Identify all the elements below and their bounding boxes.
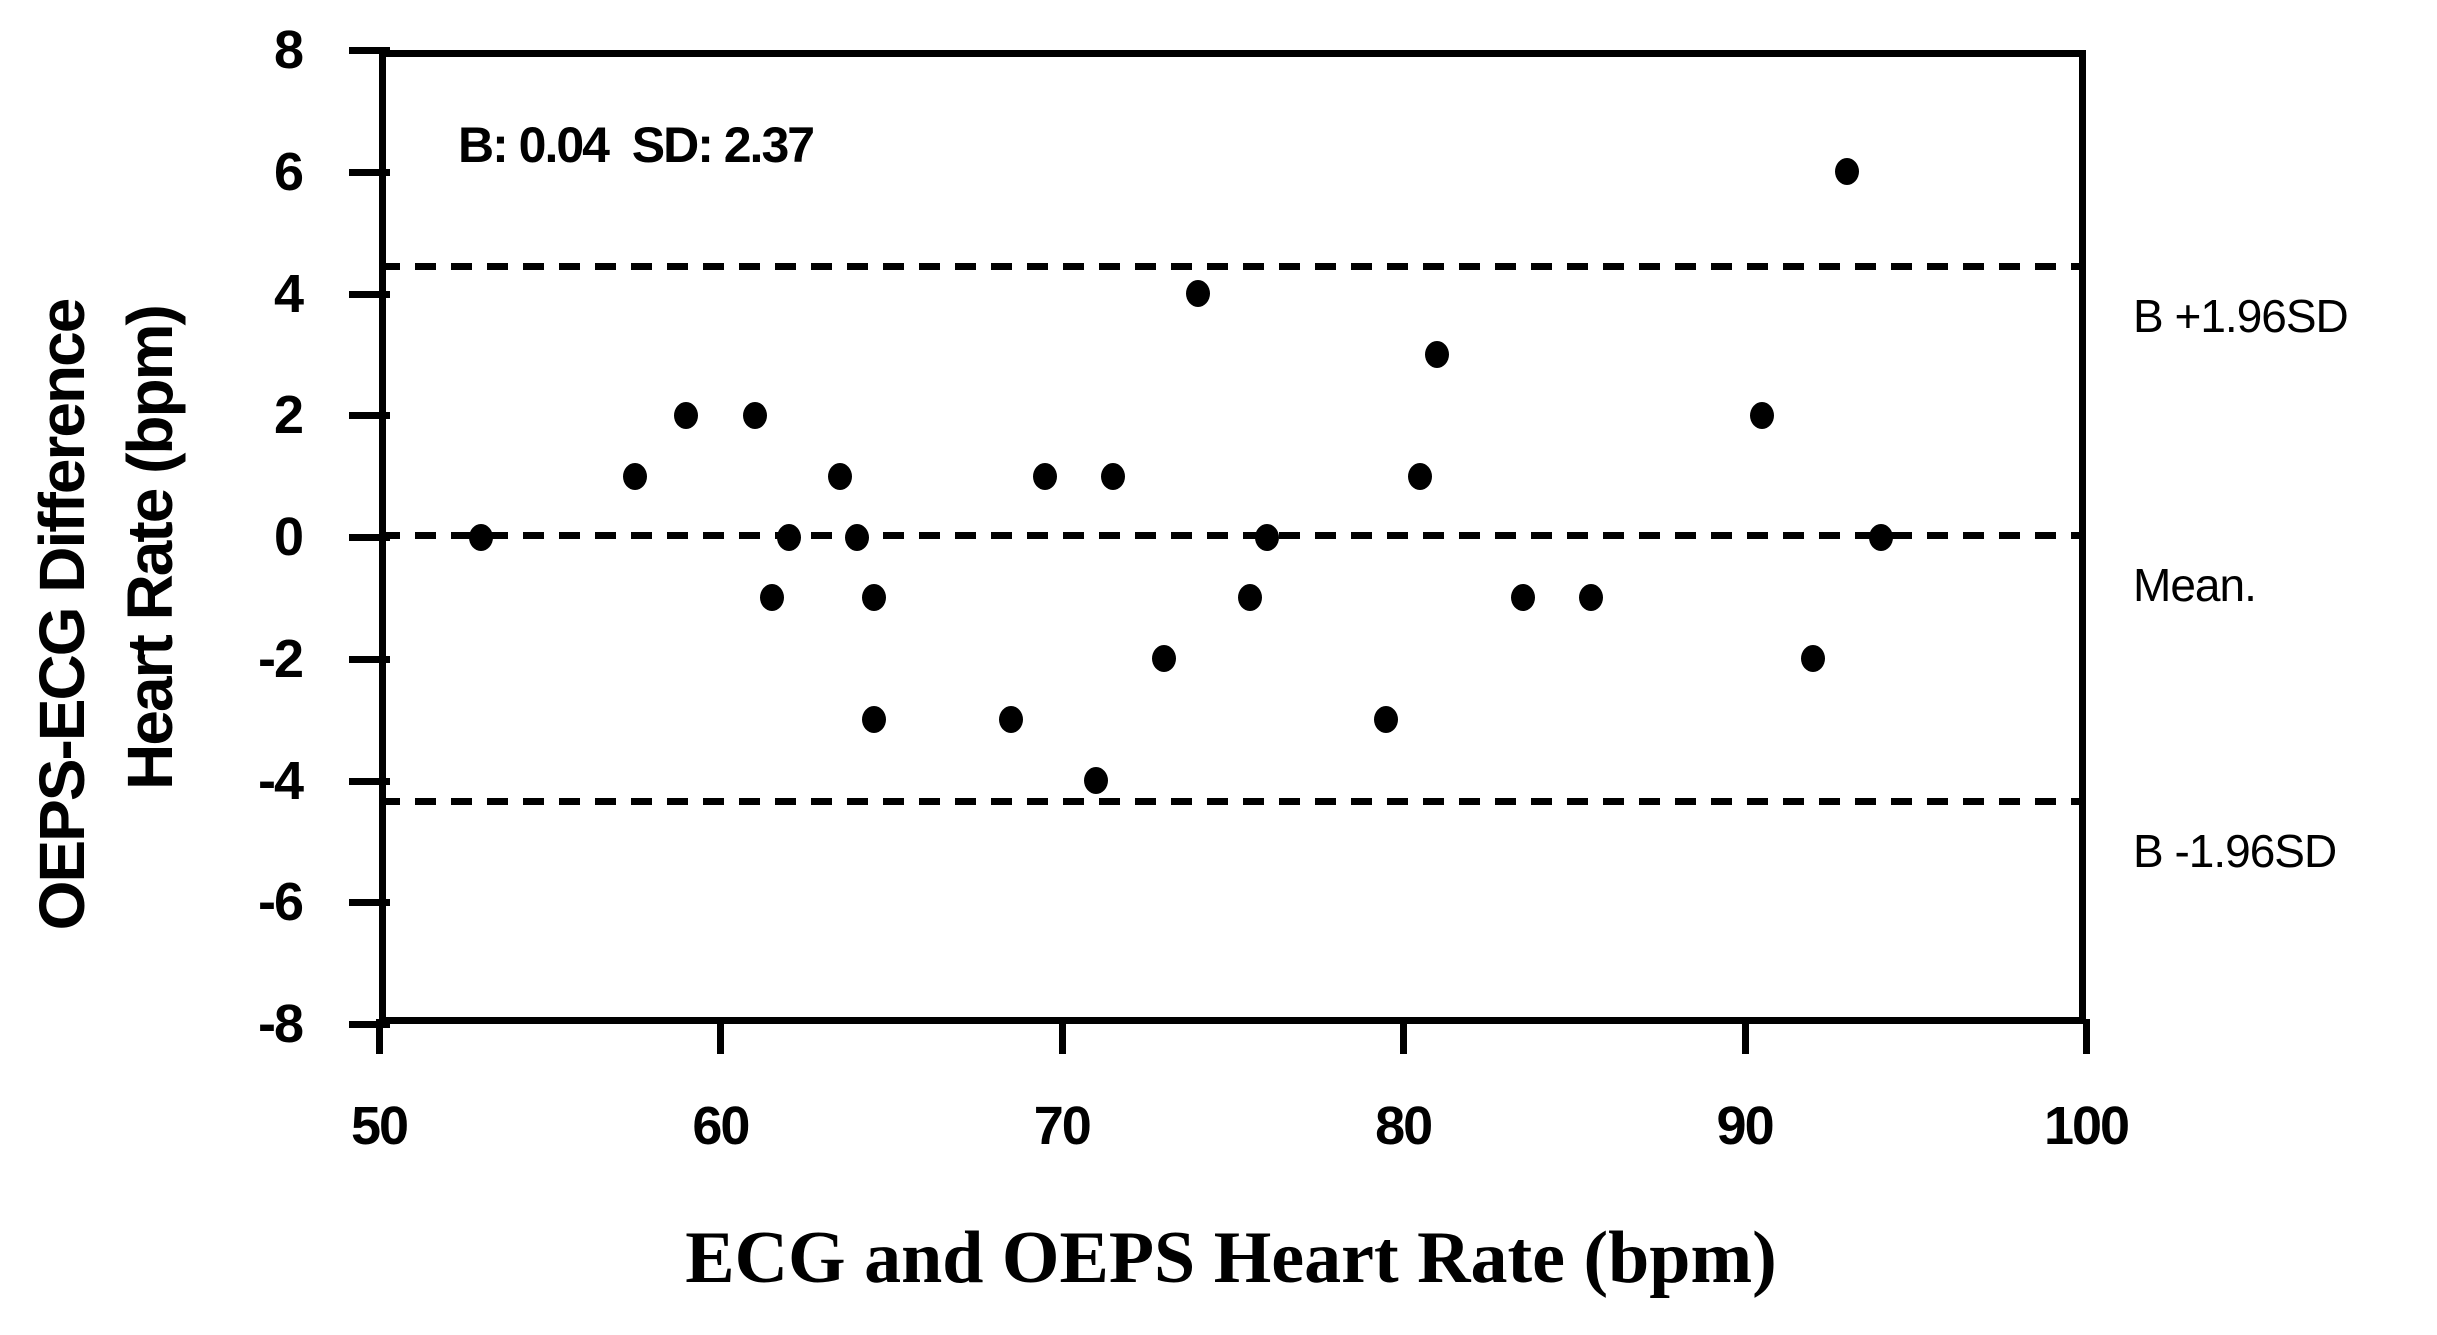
- y-tick-label: -4: [257, 750, 304, 811]
- x-tick-mark: [2083, 1019, 2090, 1054]
- data-point: [998, 706, 1023, 734]
- x-tick-mark: [376, 1019, 383, 1054]
- y-tick-mark: [349, 168, 390, 176]
- y-tick-label: 8: [273, 20, 304, 80]
- data-point: [1101, 462, 1125, 490]
- x-tick-label: 80: [1375, 1096, 1433, 1156]
- reference-line-label: B -1.96SD: [2133, 824, 2337, 877]
- stats-annotation: B: 0.04 SD: 2.37: [458, 117, 815, 173]
- data-point: [1374, 706, 1399, 734]
- data-point: [1237, 584, 1262, 612]
- y-tick-label: 0: [273, 507, 304, 567]
- y-tick-label: -2: [257, 628, 304, 689]
- x-tick-label: 50: [350, 1096, 409, 1156]
- y-tick-mark: [349, 1021, 390, 1028]
- x-tick-mark: [1741, 1019, 1749, 1054]
- y-tick-label: 6: [273, 141, 304, 202]
- data-point: [776, 523, 801, 551]
- data-point: [844, 523, 869, 551]
- data-point: [1186, 280, 1211, 307]
- data-point: [759, 584, 784, 612]
- data-point: [1578, 584, 1603, 612]
- x-tick-mark: [717, 1019, 725, 1054]
- reference-line-label: B +1.96SD: [2133, 290, 2349, 343]
- y-tick-mark: [349, 777, 390, 785]
- data-point: [1800, 645, 1825, 673]
- y-tick-mark: [349, 412, 390, 420]
- data-point: [1425, 340, 1450, 368]
- data-point: [469, 523, 494, 551]
- reference-line: [379, 797, 2086, 805]
- x-tick-label: 90: [1716, 1096, 1775, 1156]
- y-tick-mark: [349, 290, 390, 298]
- x-tick-label: 60: [692, 1096, 750, 1156]
- data-point: [1408, 462, 1433, 490]
- x-axis-title: ECG and OEPS Heart Rate (bpm): [685, 1217, 1777, 1299]
- data-point: [623, 462, 648, 490]
- reference-line: [379, 531, 2086, 539]
- x-tick-mark: [1400, 1019, 1408, 1054]
- y-tick-mark: [349, 47, 390, 54]
- y-tick-label: 2: [273, 385, 304, 446]
- data-point: [1083, 767, 1108, 794]
- data-point: [1254, 523, 1279, 551]
- y-tick-label: 4: [273, 263, 304, 324]
- data-point: [827, 462, 852, 490]
- data-point: [1869, 523, 1894, 551]
- y-tick-label: -8: [257, 994, 304, 1054]
- y-tick-label: -6: [257, 872, 304, 933]
- data-point: [862, 706, 887, 734]
- y-tick-mark: [349, 899, 390, 907]
- data-point: [862, 584, 887, 612]
- data-point: [1510, 584, 1535, 612]
- x-tick-mark: [1058, 1019, 1066, 1054]
- x-tick-label: 100: [2043, 1096, 2130, 1156]
- reference-line: [379, 263, 2086, 271]
- data-point: [742, 401, 767, 429]
- reference-line-label: Mean.: [2133, 558, 2257, 611]
- x-tick-label: 70: [1033, 1096, 1092, 1156]
- data-point: [1032, 462, 1057, 490]
- y-tick-mark: [349, 534, 390, 541]
- data-point: [674, 401, 699, 429]
- data-point: [1749, 401, 1774, 429]
- data-point: [1152, 645, 1177, 673]
- data-point: [1835, 158, 1860, 186]
- y-tick-mark: [349, 655, 390, 663]
